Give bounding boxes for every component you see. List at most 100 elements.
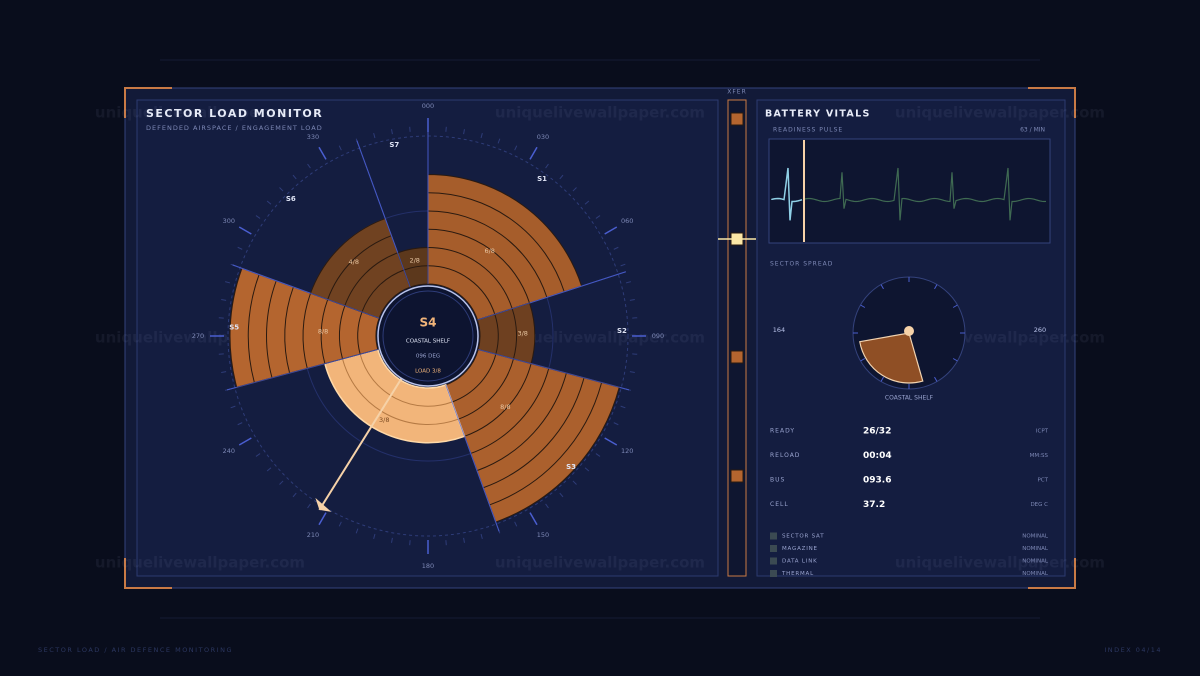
scale-tick <box>629 371 635 373</box>
readout-unit: MM:SS <box>1030 453 1049 459</box>
readout-unit: PCT <box>1037 478 1048 484</box>
scale-tick <box>514 521 518 527</box>
bearing-label: 270 <box>192 332 204 340</box>
scale-tick <box>391 129 393 135</box>
panel-subtitle: DEFENDED AIRSPACE / ENGAGEMENT LOAD <box>146 124 323 132</box>
watermark: uniquelivewallpaper.com <box>495 554 705 572</box>
sector-boundary <box>226 348 378 391</box>
dial-tick <box>880 284 884 290</box>
pulse-box <box>768 138 1051 244</box>
spread-start: 164 <box>773 326 785 334</box>
bearing-label: 000 <box>422 102 434 110</box>
readout-label: READY <box>770 428 795 435</box>
load-divider <box>464 363 532 437</box>
watermark: uniquelivewallpaper.com <box>495 104 705 122</box>
watermark: uniquelivewallpaper.com <box>95 104 305 122</box>
load-divider <box>470 368 550 454</box>
xfer-node <box>730 350 744 364</box>
status-state: NOMINAL <box>1022 571 1049 577</box>
watermark: uniquelivewallpaper.com <box>495 329 705 347</box>
spread-knob <box>904 326 914 336</box>
scale-tick <box>237 246 243 250</box>
sector-name: S2 <box>617 327 627 335</box>
bearing-tick <box>604 437 618 446</box>
load-divider <box>342 358 459 425</box>
load-label: 3/8 <box>517 330 527 338</box>
sector-load <box>445 348 620 523</box>
scale-tick <box>545 163 549 169</box>
spread-region: COASTAL SHELF <box>885 395 934 402</box>
sector-load <box>323 348 466 444</box>
load-divider <box>427 210 548 298</box>
status-indicator <box>770 532 777 540</box>
load-divider <box>483 377 585 489</box>
status-label: MAGAZINE <box>782 546 818 552</box>
scale-tick <box>514 145 518 151</box>
scale-tick <box>497 138 501 144</box>
readout-label: RELOAD <box>770 452 800 459</box>
xfer-track <box>727 99 747 577</box>
sector-boundary <box>445 384 500 532</box>
load-divider <box>344 252 398 306</box>
dial-tick <box>952 358 958 362</box>
scale-tick <box>595 215 601 219</box>
load-divider <box>427 265 496 315</box>
readout-label: BUS <box>770 477 785 484</box>
vitals-title: BATTERY VITALS <box>765 109 871 120</box>
scale-tick <box>355 528 359 534</box>
scale-tick <box>620 405 626 409</box>
scale-tick <box>266 200 272 205</box>
bearing-label: 330 <box>307 133 319 141</box>
scale-tick <box>545 503 549 509</box>
scale-tick <box>237 422 243 426</box>
scale-tick <box>480 533 483 539</box>
status-label: SECTOR SAT <box>782 534 824 540</box>
scale-tick <box>463 129 465 135</box>
scale-tick <box>572 480 577 485</box>
readout-value: 00:04 <box>863 451 892 461</box>
load-divider <box>427 192 565 292</box>
bearing-label: 150 <box>537 531 549 539</box>
scale-tick <box>629 299 635 301</box>
scale-tick <box>559 174 564 180</box>
spread-end: 260 <box>1034 326 1046 334</box>
sector-boundary <box>232 264 380 319</box>
scale-tick <box>595 453 601 457</box>
status-indicator <box>770 570 777 577</box>
spread-label: SECTOR SPREAD <box>770 261 833 268</box>
dial-tick <box>860 304 866 308</box>
sector-name: S3 <box>566 463 576 471</box>
scale-tick <box>480 133 483 139</box>
scale-tick <box>255 215 261 219</box>
dial-tick <box>860 358 866 362</box>
bearing-label: 210 <box>307 531 319 539</box>
bearing-label: 030 <box>537 133 549 141</box>
load-divider <box>458 358 514 420</box>
status-label: THERMAL <box>781 571 814 577</box>
status-indicator <box>770 545 777 552</box>
scale-tick <box>620 263 626 267</box>
scale-tick <box>584 467 590 472</box>
load-divider <box>266 280 277 378</box>
bearing-label: 180 <box>422 562 434 570</box>
scale-tick <box>625 281 631 284</box>
dial-tick <box>934 376 938 382</box>
scale-tick <box>230 405 236 409</box>
hub <box>377 285 479 387</box>
scale-tick <box>572 187 577 192</box>
xfer-node <box>730 112 744 126</box>
scale-tick <box>221 299 227 301</box>
hub-region: COASTAL SHELF <box>406 339 450 345</box>
sector-boundary <box>356 140 411 288</box>
load-label: 8/8 <box>318 327 328 335</box>
dial-tick <box>952 304 958 308</box>
sector-name: S1 <box>537 175 547 183</box>
bearing-label: 120 <box>621 447 633 455</box>
load-divider <box>489 382 603 506</box>
scale-tick <box>307 503 311 509</box>
scale-tick <box>613 422 619 426</box>
load-divider <box>427 228 531 304</box>
readout-label: CELL <box>770 501 789 508</box>
bearing-label: 240 <box>223 447 235 455</box>
watermark: uniquelivewallpaper.com <box>895 104 1105 122</box>
